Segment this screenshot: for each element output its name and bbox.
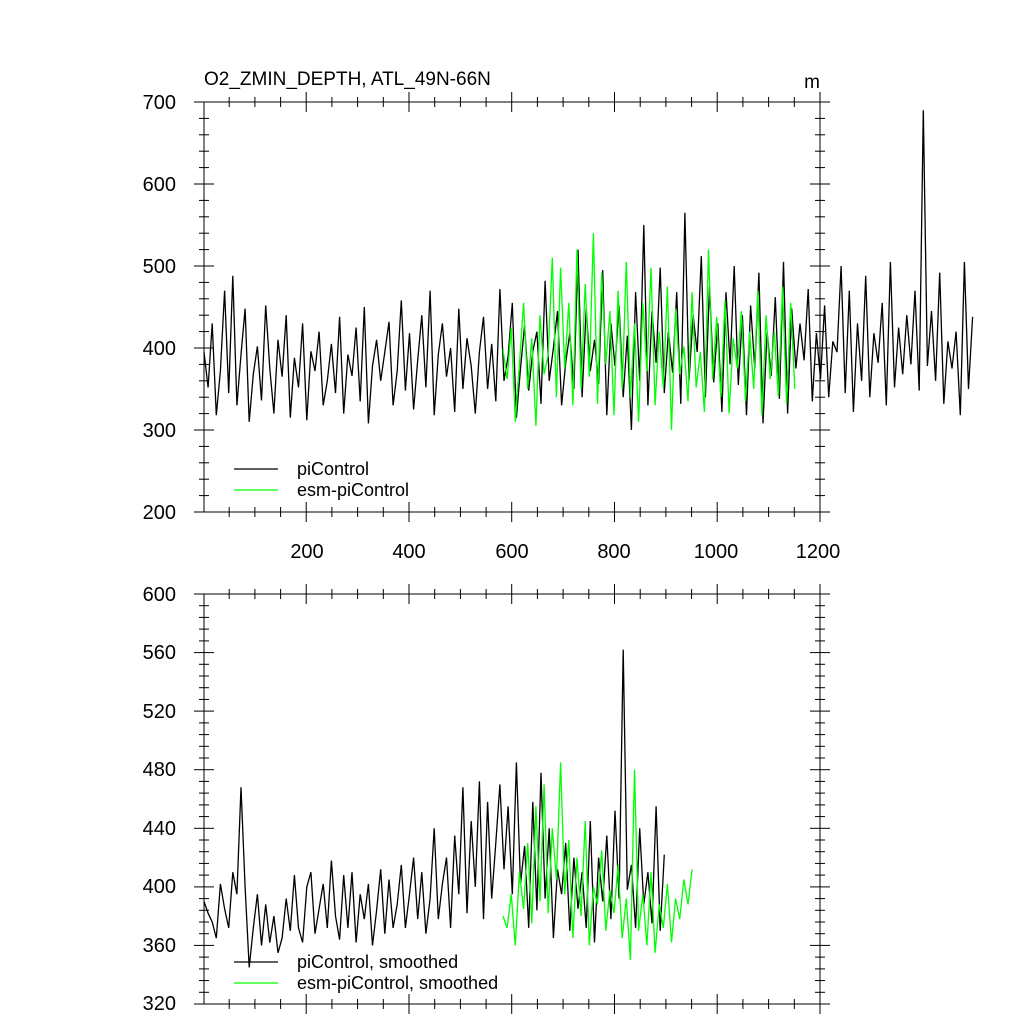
plot-series — [203, 110, 974, 431]
y-tick-label: 520 — [143, 701, 176, 723]
legend-label-picontrol: piControl — [297, 459, 369, 479]
x-tick-label: 400 — [392, 541, 425, 563]
x-tick-label: 800 — [597, 541, 630, 563]
axis-ticks — [194, 92, 830, 522]
x-tick-labels: 200 400 600 800 1000 1200 — [290, 541, 840, 563]
units-label: m — [804, 72, 820, 93]
y-tick-label: 560 — [143, 642, 176, 664]
legend: piControl, smoothed esm-piControl, smoot… — [234, 952, 498, 993]
series-line-esm-picontrol-smoothed — [502, 762, 693, 961]
plot-frame — [203, 101, 821, 513]
x-tick-label: 600 — [495, 541, 528, 563]
series-line-picontrol — [203, 110, 974, 431]
y-tick-labels: 200 300 400 500 600 700 — [143, 92, 176, 524]
axis-ticks — [194, 584, 830, 1014]
x-tick-label: 200 — [290, 541, 323, 563]
top-panel: O2_ZMIN_DEPTH, ATL_49N-66N m 200 400 600… — [143, 69, 974, 563]
legend-label-esm-picontrol: esm-piControl — [297, 480, 409, 500]
y-tick-label: 700 — [143, 92, 176, 114]
y-tick-label: 600 — [143, 584, 176, 606]
y-tick-label: 360 — [143, 935, 176, 957]
y-tick-label: 440 — [143, 818, 176, 840]
y-tick-label: 400 — [143, 338, 176, 360]
plot-series — [203, 649, 693, 968]
series-line-picontrol-smoothed — [203, 649, 665, 968]
y-tick-labels: 320 360 400 440 480 520 560 600 — [143, 584, 176, 1015]
y-tick-label: 400 — [143, 876, 176, 898]
y-tick-label: 300 — [143, 420, 176, 442]
y-tick-label: 480 — [143, 759, 176, 781]
y-tick-label: 600 — [143, 174, 176, 196]
chart-title: O2_ZMIN_DEPTH, ATL_49N-66N — [204, 69, 491, 90]
series-line-esm-picontrol — [502, 233, 796, 431]
legend-label-esm-picontrol-smoothed: esm-piControl, smoothed — [297, 973, 498, 993]
x-tick-label: 1000 — [694, 541, 739, 563]
x-tick-label: 1200 — [796, 541, 841, 563]
legend-label-picontrol-smoothed: piControl, smoothed — [297, 952, 458, 972]
bottom-panel: 320 360 400 440 480 520 560 600 piContro… — [143, 584, 830, 1015]
y-tick-label: 200 — [143, 502, 176, 524]
y-tick-label: 500 — [143, 256, 176, 278]
y-tick-label: 320 — [143, 993, 176, 1015]
plot-frame — [203, 593, 821, 1005]
legend: piControl esm-piControl — [234, 459, 409, 500]
